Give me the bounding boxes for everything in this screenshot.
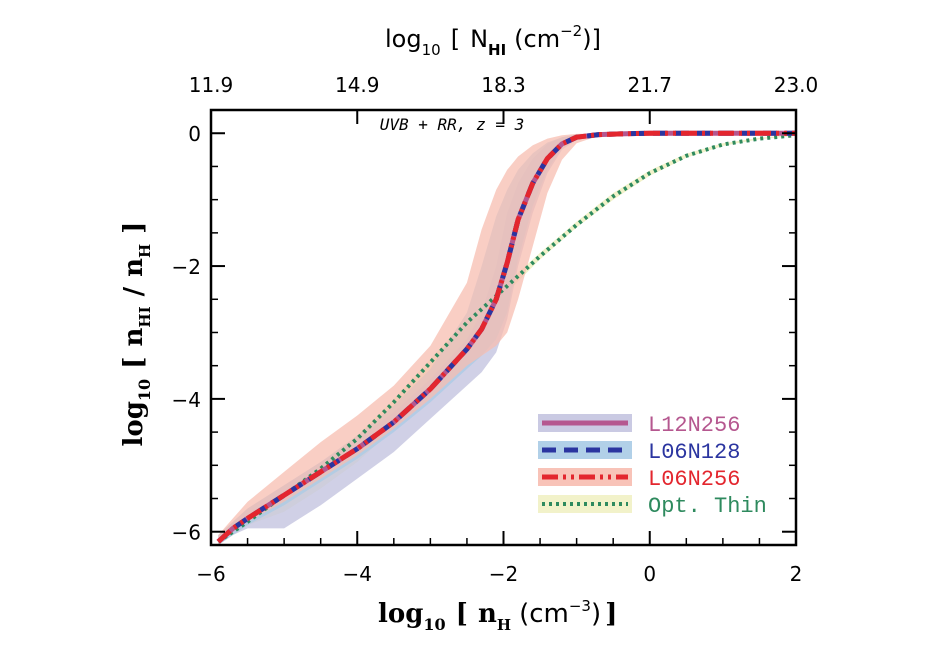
- y-tick-label: −6: [172, 521, 201, 545]
- legend-label: L06N256: [648, 467, 740, 492]
- x-axis-title: log10[nH (cm−3)]: [378, 597, 617, 634]
- top-tick-label: 11.9: [189, 73, 234, 97]
- legend-item: L12N256: [538, 413, 740, 438]
- top-tick-label: 21.7: [627, 73, 672, 97]
- y-tick-label: 0: [188, 122, 201, 146]
- top-axis-title: log10[NHI (cm−2)]: [385, 22, 601, 59]
- legend-label: Opt. Thin: [648, 494, 767, 519]
- legend-item: L06N256: [538, 467, 740, 492]
- y-axis-title: log10[nHI/nH]: [119, 222, 154, 447]
- series-lines: [216, 130, 796, 544]
- y-axis-title-text: log10[nHI/nH]: [119, 222, 154, 447]
- x-tick-label: −6: [196, 562, 225, 586]
- top-tick-label: 23.0: [774, 73, 819, 97]
- legend-item: L06N128: [538, 440, 740, 465]
- x-tick-label: 0: [643, 562, 656, 586]
- top-tick-label: 14.9: [335, 73, 380, 97]
- legend-swatch-band: [538, 441, 632, 459]
- annotation-text: UVB + RR, z = 3: [380, 115, 525, 134]
- line-l06n256: [216, 130, 796, 544]
- x-tick-label: −2: [489, 562, 518, 586]
- legend-item: Opt. Thin: [538, 494, 767, 519]
- legend-label: L12N256: [648, 413, 740, 438]
- x-tick-label: −4: [343, 562, 372, 586]
- y-tick-label: −4: [172, 388, 201, 412]
- x-axis-title-text: log10[nH (cm−3)]: [378, 597, 617, 634]
- legend-label: L06N128: [648, 440, 740, 465]
- top-axis-title-text: log10[NHI (cm−2)]: [385, 22, 601, 59]
- axis-ticks: [210, 110, 797, 545]
- tick-labels: −6 −4 −2 0 2 11.9 14.9 18.3 21.7 23.0 −6 −4 −2 0: [172, 73, 819, 586]
- top-tick-label: 18.3: [481, 73, 526, 97]
- y-tick-label: −2: [172, 255, 201, 279]
- x-tick-label: 2: [790, 562, 803, 586]
